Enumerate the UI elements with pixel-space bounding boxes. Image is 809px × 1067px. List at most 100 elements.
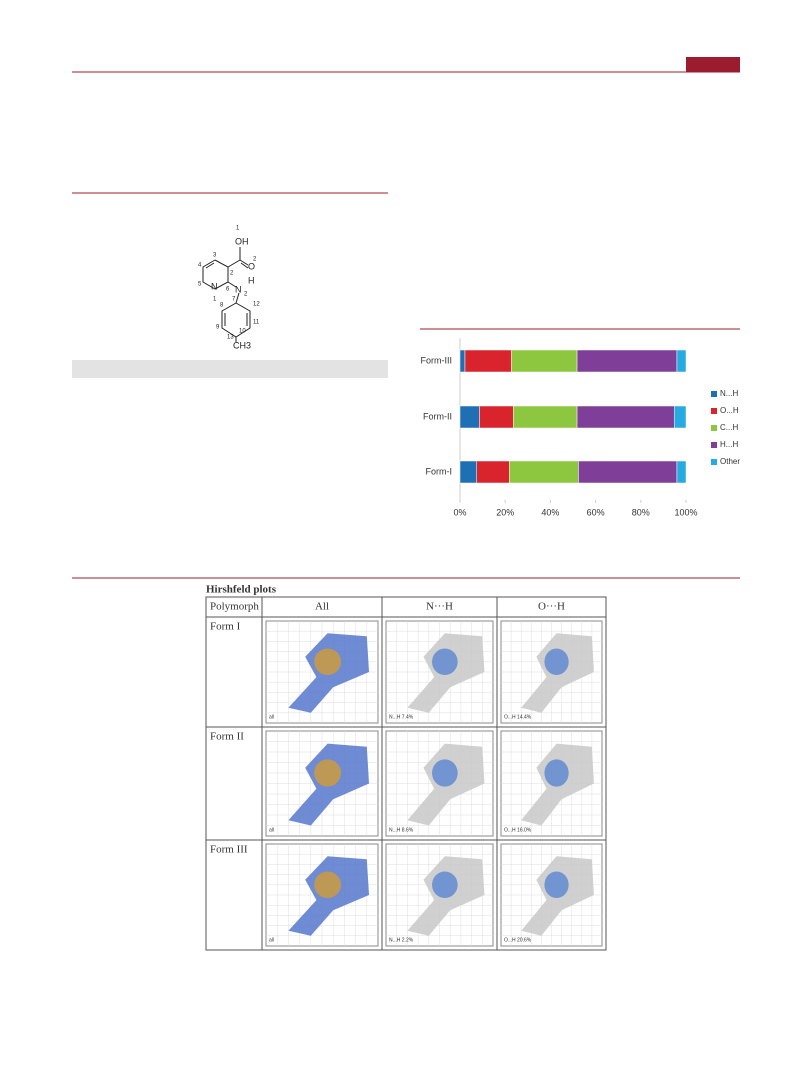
atom-label: N (211, 281, 218, 291)
fingerprint-plot: N...H 2.2% (385, 843, 494, 947)
bar-segment (479, 405, 514, 429)
plot-hotspot (432, 871, 458, 899)
bond (239, 259, 249, 266)
legend-swatch (711, 391, 717, 397)
plot-caption: O...H 16.0% (504, 827, 532, 833)
atom-number: 12 (253, 302, 260, 308)
bar-segment (673, 405, 687, 429)
plot-caption: N...H 8.6% (389, 827, 414, 833)
atom-label: N (235, 284, 242, 294)
atom-label: H (248, 275, 255, 285)
table-header: N···H (426, 601, 453, 613)
x-tick-label: 0% (453, 507, 466, 517)
bond (235, 292, 240, 304)
plot-hotspot (432, 759, 458, 787)
legend-swatch (711, 442, 717, 448)
atom-number: 8 (220, 303, 224, 309)
legend-swatch (711, 408, 717, 414)
bar-segment (476, 460, 510, 484)
plot-caption: O...H 14.4% (504, 714, 532, 720)
atom-number: 6 (226, 287, 230, 293)
bar-segment (459, 405, 480, 429)
row-label: Form I (210, 621, 241, 633)
table-header: Polymorph (210, 601, 259, 613)
atom-number: 3 (213, 253, 217, 259)
bar-segment (511, 349, 578, 373)
fingerprint-plot: O...H 14.4% (500, 620, 603, 724)
legend-label: H...H (720, 440, 738, 449)
legend-label: O...H (720, 406, 739, 415)
row-label: Form III (210, 844, 248, 856)
legend-label: C...H (720, 423, 738, 432)
atom-number: 2 (230, 271, 234, 277)
x-tick-label: 60% (587, 507, 605, 517)
bond (240, 262, 249, 269)
atom-number: 10 (239, 329, 246, 335)
bond (205, 262, 215, 269)
bar-segment (509, 460, 579, 484)
bar-segment (676, 349, 687, 373)
fingerprint-plot: O...H 20.6% (500, 843, 603, 947)
bar-segment (513, 405, 578, 429)
bar-segment (676, 460, 687, 484)
y-tick-label: Form-III (421, 355, 453, 365)
bar-segment (459, 460, 477, 484)
bar-segment (576, 405, 675, 429)
atom-number: 13 (227, 335, 234, 341)
bar-segment (578, 460, 678, 484)
plot-caption: N...H 2.2% (389, 937, 414, 943)
legend-swatch (711, 425, 717, 431)
atom-number: 1 (236, 226, 240, 232)
x-tick-label: 40% (541, 507, 559, 517)
plot-hotspot (314, 871, 342, 899)
atom-number: 9 (216, 325, 220, 331)
atom-number: 4 (198, 263, 202, 269)
plot-hotspot (314, 648, 342, 676)
x-tick-label: 100% (674, 507, 697, 517)
plot-hotspot (544, 759, 569, 787)
atom-label: O (248, 261, 255, 271)
bar-segment (459, 349, 466, 373)
y-tick-label: Form-I (426, 466, 453, 476)
table-header: All (315, 601, 329, 613)
fingerprint-plot: N...H 8.6% (385, 730, 494, 837)
header-tab (686, 57, 740, 72)
caption-bar (72, 360, 388, 378)
bond (227, 281, 237, 288)
bar-segment (464, 349, 512, 373)
y-tick-label: Form-II (423, 411, 452, 421)
atom-number: 1 (213, 297, 217, 303)
plot-caption: all (269, 937, 274, 943)
plot-caption: all (269, 827, 274, 833)
atom-label: CH3 (233, 340, 251, 350)
plot-caption: N...H 7.4% (389, 714, 414, 720)
fingerprint-plot: O...H 16.0% (500, 730, 603, 837)
fingerprint-plot: all (265, 843, 379, 947)
atom-number: 11 (253, 320, 260, 326)
table-title: Hirshfeld plots (206, 584, 277, 596)
plot-hotspot (544, 871, 569, 899)
fingerprint-plot: all (265, 620, 379, 724)
x-tick-label: 20% (496, 507, 514, 517)
atom-label: OH (235, 236, 249, 246)
plot-hotspot (314, 759, 342, 787)
bond (221, 302, 251, 338)
legend-label: Other (720, 457, 740, 466)
bar-segment (576, 349, 678, 373)
table-header: O···H (538, 601, 565, 613)
legend-label: N...H (720, 389, 738, 398)
atom-number: 2 (253, 257, 257, 263)
plot-caption: O...H 20.6% (504, 937, 532, 943)
row-label: Form II (210, 731, 244, 743)
legend-swatch (711, 459, 717, 465)
x-tick-label: 80% (632, 507, 650, 517)
fingerprint-plot: all (265, 730, 379, 837)
atom-number: 5 (198, 282, 202, 288)
plot-hotspot (432, 648, 458, 676)
fingerprint-plot: N...H 7.4% (385, 620, 494, 724)
plot-caption: all (269, 714, 274, 720)
plot-hotspot (544, 648, 569, 676)
structure: 1 OH 2 O 3 4 2 5 N 1 6 N H 2 8 7 12 9 11… (198, 226, 260, 351)
